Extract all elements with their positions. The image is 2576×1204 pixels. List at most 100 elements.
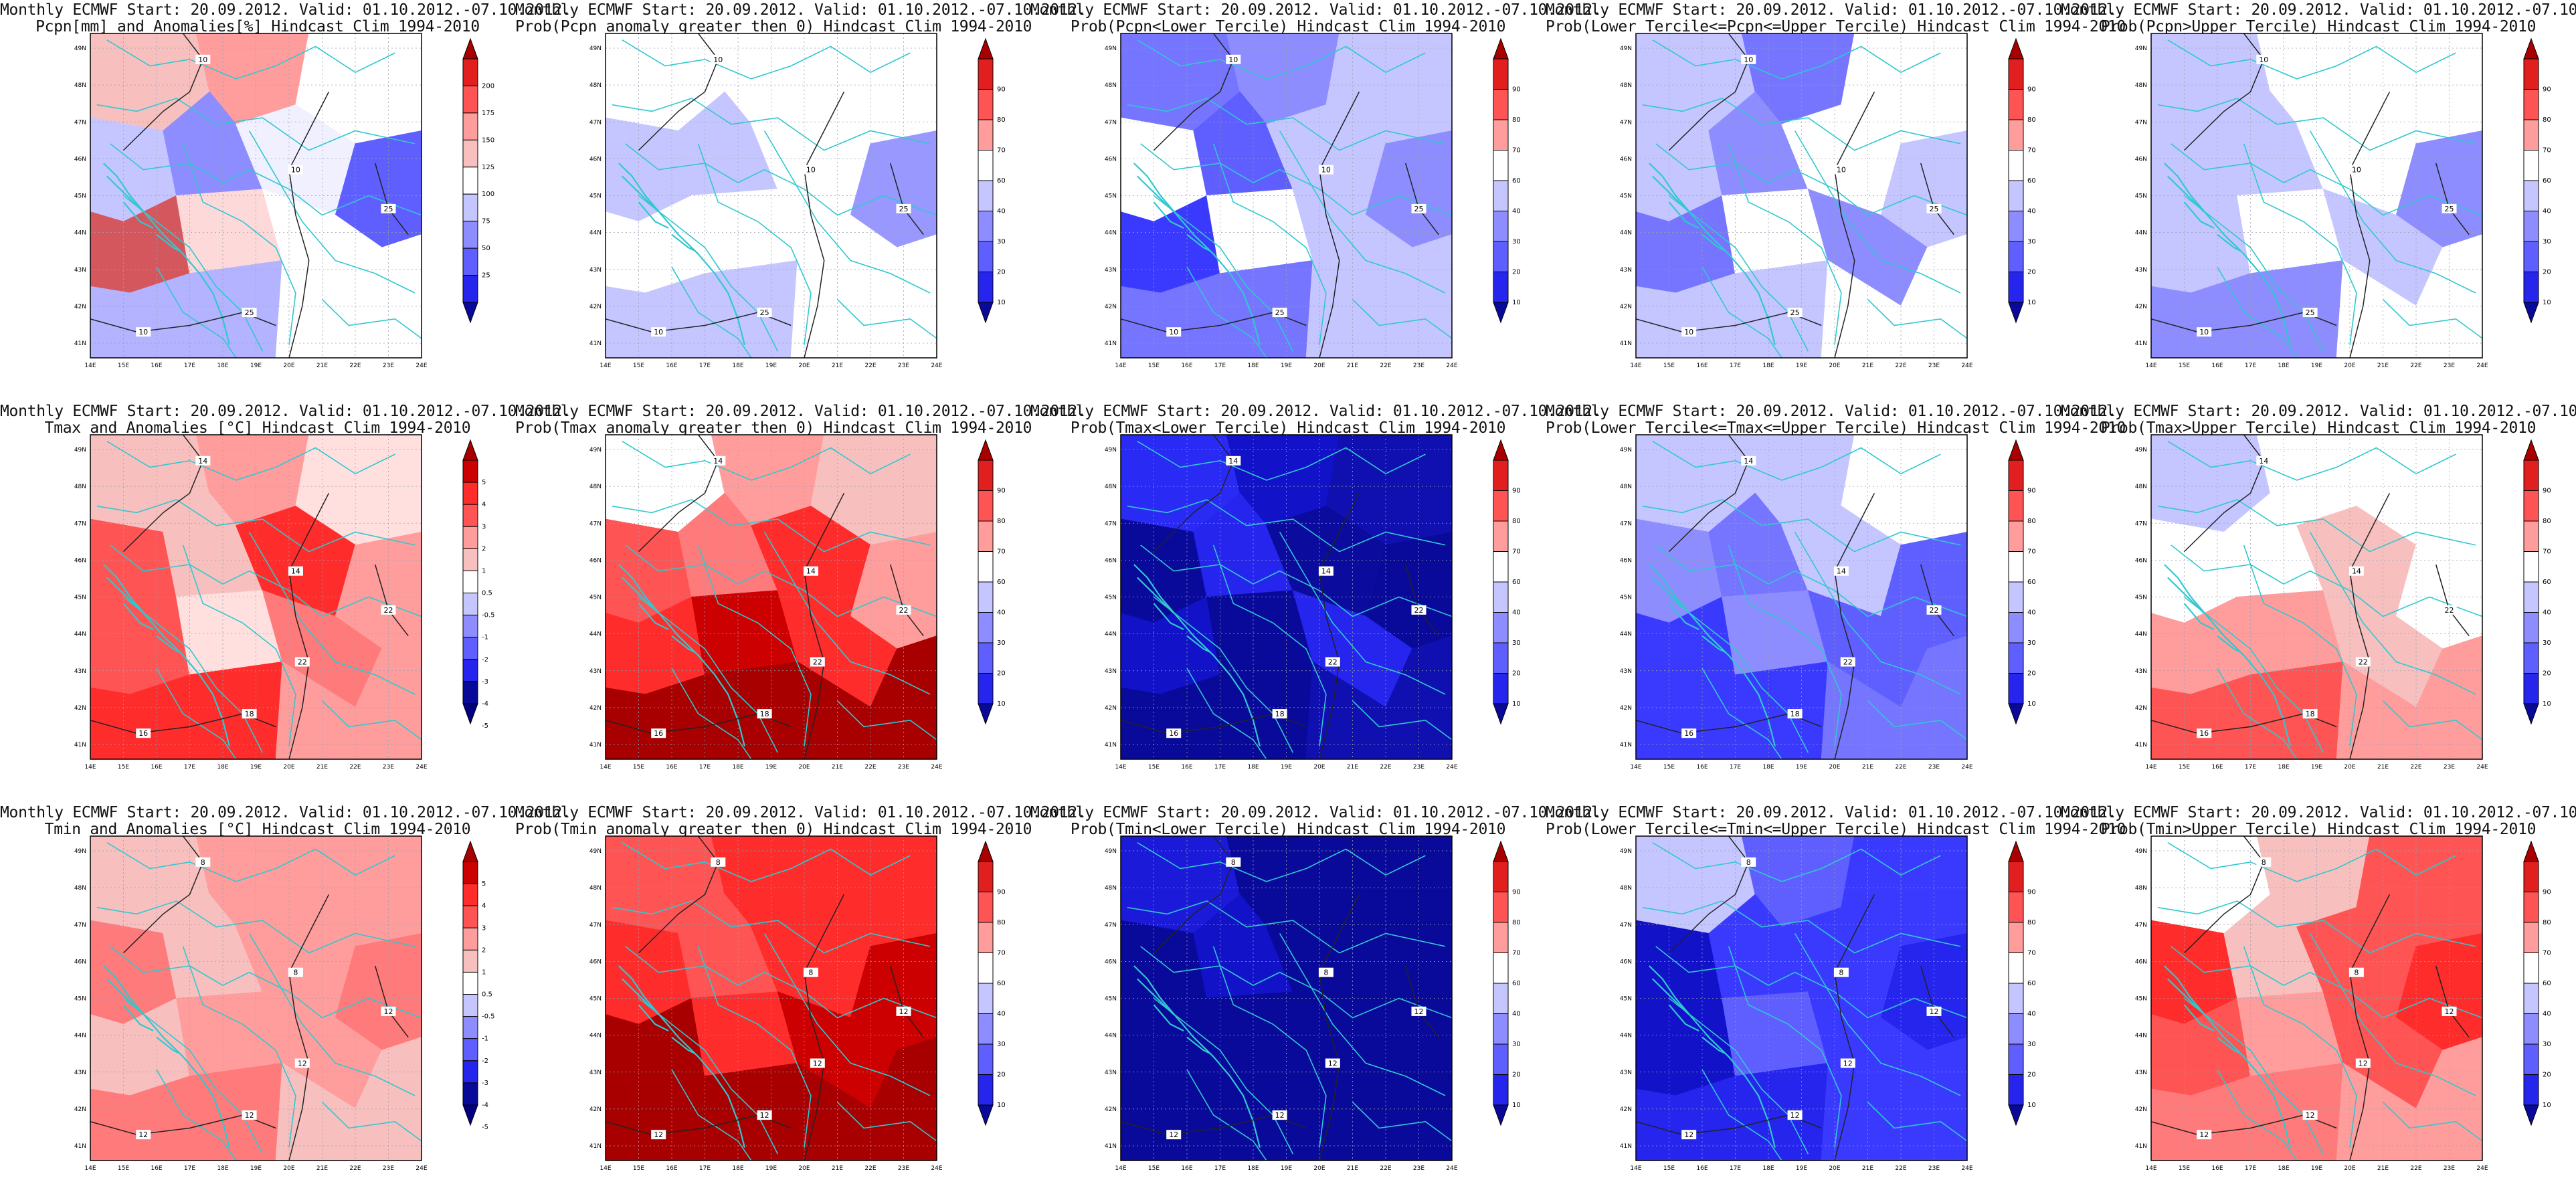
colorbar-min-arrow [462, 703, 478, 725]
colorbar-segment [978, 642, 994, 674]
country-border [1154, 195, 1294, 352]
map-field: 14 14 16 18 22 22 [1121, 435, 1452, 759]
country-border [1655, 946, 1967, 1019]
contour-label-bg [757, 1110, 772, 1120]
colorbar-tick-label: -0.5 [482, 612, 495, 619]
colorbar-segment [2523, 150, 2539, 181]
panel-title-line2: Prob(Tmax<Lower Tercile) Hindcast Clim 1… [1070, 419, 1506, 437]
lon-tick-label: 21E [316, 363, 328, 369]
map-figure: 14 14 16 18 22 22 49N 48N 47N 46N 45N 44N 43N 42N 41N 1… [2135, 434, 2551, 771]
colorbar-segment [2523, 119, 2539, 150]
lon-tick-label: 16E [2211, 1165, 2223, 1172]
colorbar-segment [462, 275, 478, 303]
colorbar-segment [462, 905, 478, 928]
panel-title-line2: Prob(Tmax anomaly greater then 0) Hindca… [515, 419, 1032, 437]
colorbar-max-arrow [462, 439, 478, 461]
lat-tick-label: 46N [1105, 959, 1117, 965]
colorbar-tick-label: 40 [2027, 1011, 2036, 1018]
contour-label: 22 [1328, 658, 1338, 667]
colorbar-segment [2523, 241, 2539, 272]
lat-tick-label: 45N [589, 996, 602, 1003]
country-border [182, 143, 296, 345]
colorbar-tick-label: 90 [2027, 86, 2036, 94]
colorbar-segment [462, 1060, 478, 1084]
coastline [2164, 163, 2291, 345]
lat-tick-label: 45N [589, 595, 602, 601]
contour-label: 22 [2359, 658, 2368, 667]
colorbar-tick-label: 10 [997, 700, 1006, 708]
contour-label: 10 [291, 166, 300, 175]
lat-tick-label: 44N [2135, 631, 2147, 638]
lat-tick-label: 48N [2135, 484, 2147, 490]
lon-tick-label: 17E [184, 1165, 195, 1172]
lat-tick-label: 47N [1620, 922, 1632, 928]
lon-tick-label: 14E [600, 764, 611, 771]
lat-tick-label: 44N [74, 230, 86, 237]
map-frame [1635, 33, 1968, 359]
lat-tick-label: 47N [2135, 520, 2147, 527]
panel-title-line1: Monthly ECMWF Start: 20.09.2012. Valid: … [2061, 1, 2576, 19]
lat-tick-label: 43N [1105, 267, 1117, 274]
contour-label-bg [711, 54, 726, 64]
coastline [103, 965, 230, 1148]
contour-label: 12 [1169, 1130, 1178, 1139]
contour-label-bg [288, 165, 303, 175]
contour-label: 25 [1275, 308, 1285, 317]
colorbar-segment [2008, 922, 2024, 953]
country-border [1652, 842, 1941, 882]
contour-label: 18 [245, 710, 254, 718]
colorbar-tick-label: 10 [997, 1102, 1006, 1109]
country-border [106, 441, 395, 481]
country-border [1701, 1069, 1782, 1161]
coastline [2183, 201, 2215, 229]
colorbar-segment [2008, 952, 2024, 984]
country-border [182, 544, 296, 746]
colorbar-tick-label: 10 [2027, 700, 2036, 708]
lon-tick-label: 19E [1796, 764, 1807, 771]
coastline [618, 163, 745, 345]
coastline [1133, 564, 1261, 746]
lat-tick-label: 42N [1620, 1106, 1632, 1113]
colorbar-tick-label: 60 [2543, 579, 2551, 586]
lon-tick-label: 19E [765, 363, 777, 369]
lon-tick-label: 23E [2444, 764, 2455, 771]
colorbar-segment [462, 637, 478, 660]
lat-tick-label: 43N [1105, 1070, 1117, 1076]
colorbar-segment [462, 615, 478, 638]
lon-tick-label: 16E [2211, 764, 2223, 771]
contour-label: 18 [1790, 710, 1800, 718]
country-border [622, 39, 911, 80]
lat-tick-label: 43N [1620, 668, 1632, 675]
colorbar-max-arrow [2523, 439, 2539, 461]
colorbar-min-arrow [2008, 703, 2024, 725]
colorbar-tick-label: 70 [2027, 548, 2036, 556]
contour-label: 25 [1790, 308, 1800, 317]
country-border [2184, 195, 2324, 352]
coastline [1133, 965, 1261, 1148]
shaded-region [275, 635, 422, 759]
lon-tick-label: 23E [2444, 363, 2455, 369]
lon-tick-label: 20E [1829, 363, 1840, 369]
colorbar-tick-label: 80 [2027, 919, 2036, 926]
colorbar-segment [978, 983, 994, 1014]
coastline [122, 201, 154, 229]
country-border [836, 1102, 937, 1142]
lat-tick-label: 47N [1620, 119, 1632, 126]
contour-label-bg [896, 1006, 911, 1016]
coastline [1701, 1036, 1726, 1054]
lat-tick-label: 44N [74, 631, 86, 638]
colorbar-segment [978, 1043, 994, 1075]
contour-label: 25 [760, 308, 769, 317]
colorbar-tick-label: 80 [2543, 518, 2551, 525]
country-border [612, 98, 931, 151]
colorbar-segment [978, 1074, 994, 1106]
contour-label-bg [651, 1130, 666, 1140]
contour-label: 16 [654, 729, 663, 738]
contour-label-bg [2349, 566, 2364, 576]
colorbar-segment [1493, 952, 1509, 984]
colorbar-tick-label: 1 [482, 969, 486, 976]
colorbar-segment [1493, 241, 1509, 272]
lat-tick-label: 42N [74, 705, 86, 712]
map-figure: 10 10 10 25 25 49N 48N 47N 46N 45N 44N 43N 42N 41N 14E… [74, 33, 494, 369]
lat-tick-label: 42N [2135, 1106, 2147, 1113]
